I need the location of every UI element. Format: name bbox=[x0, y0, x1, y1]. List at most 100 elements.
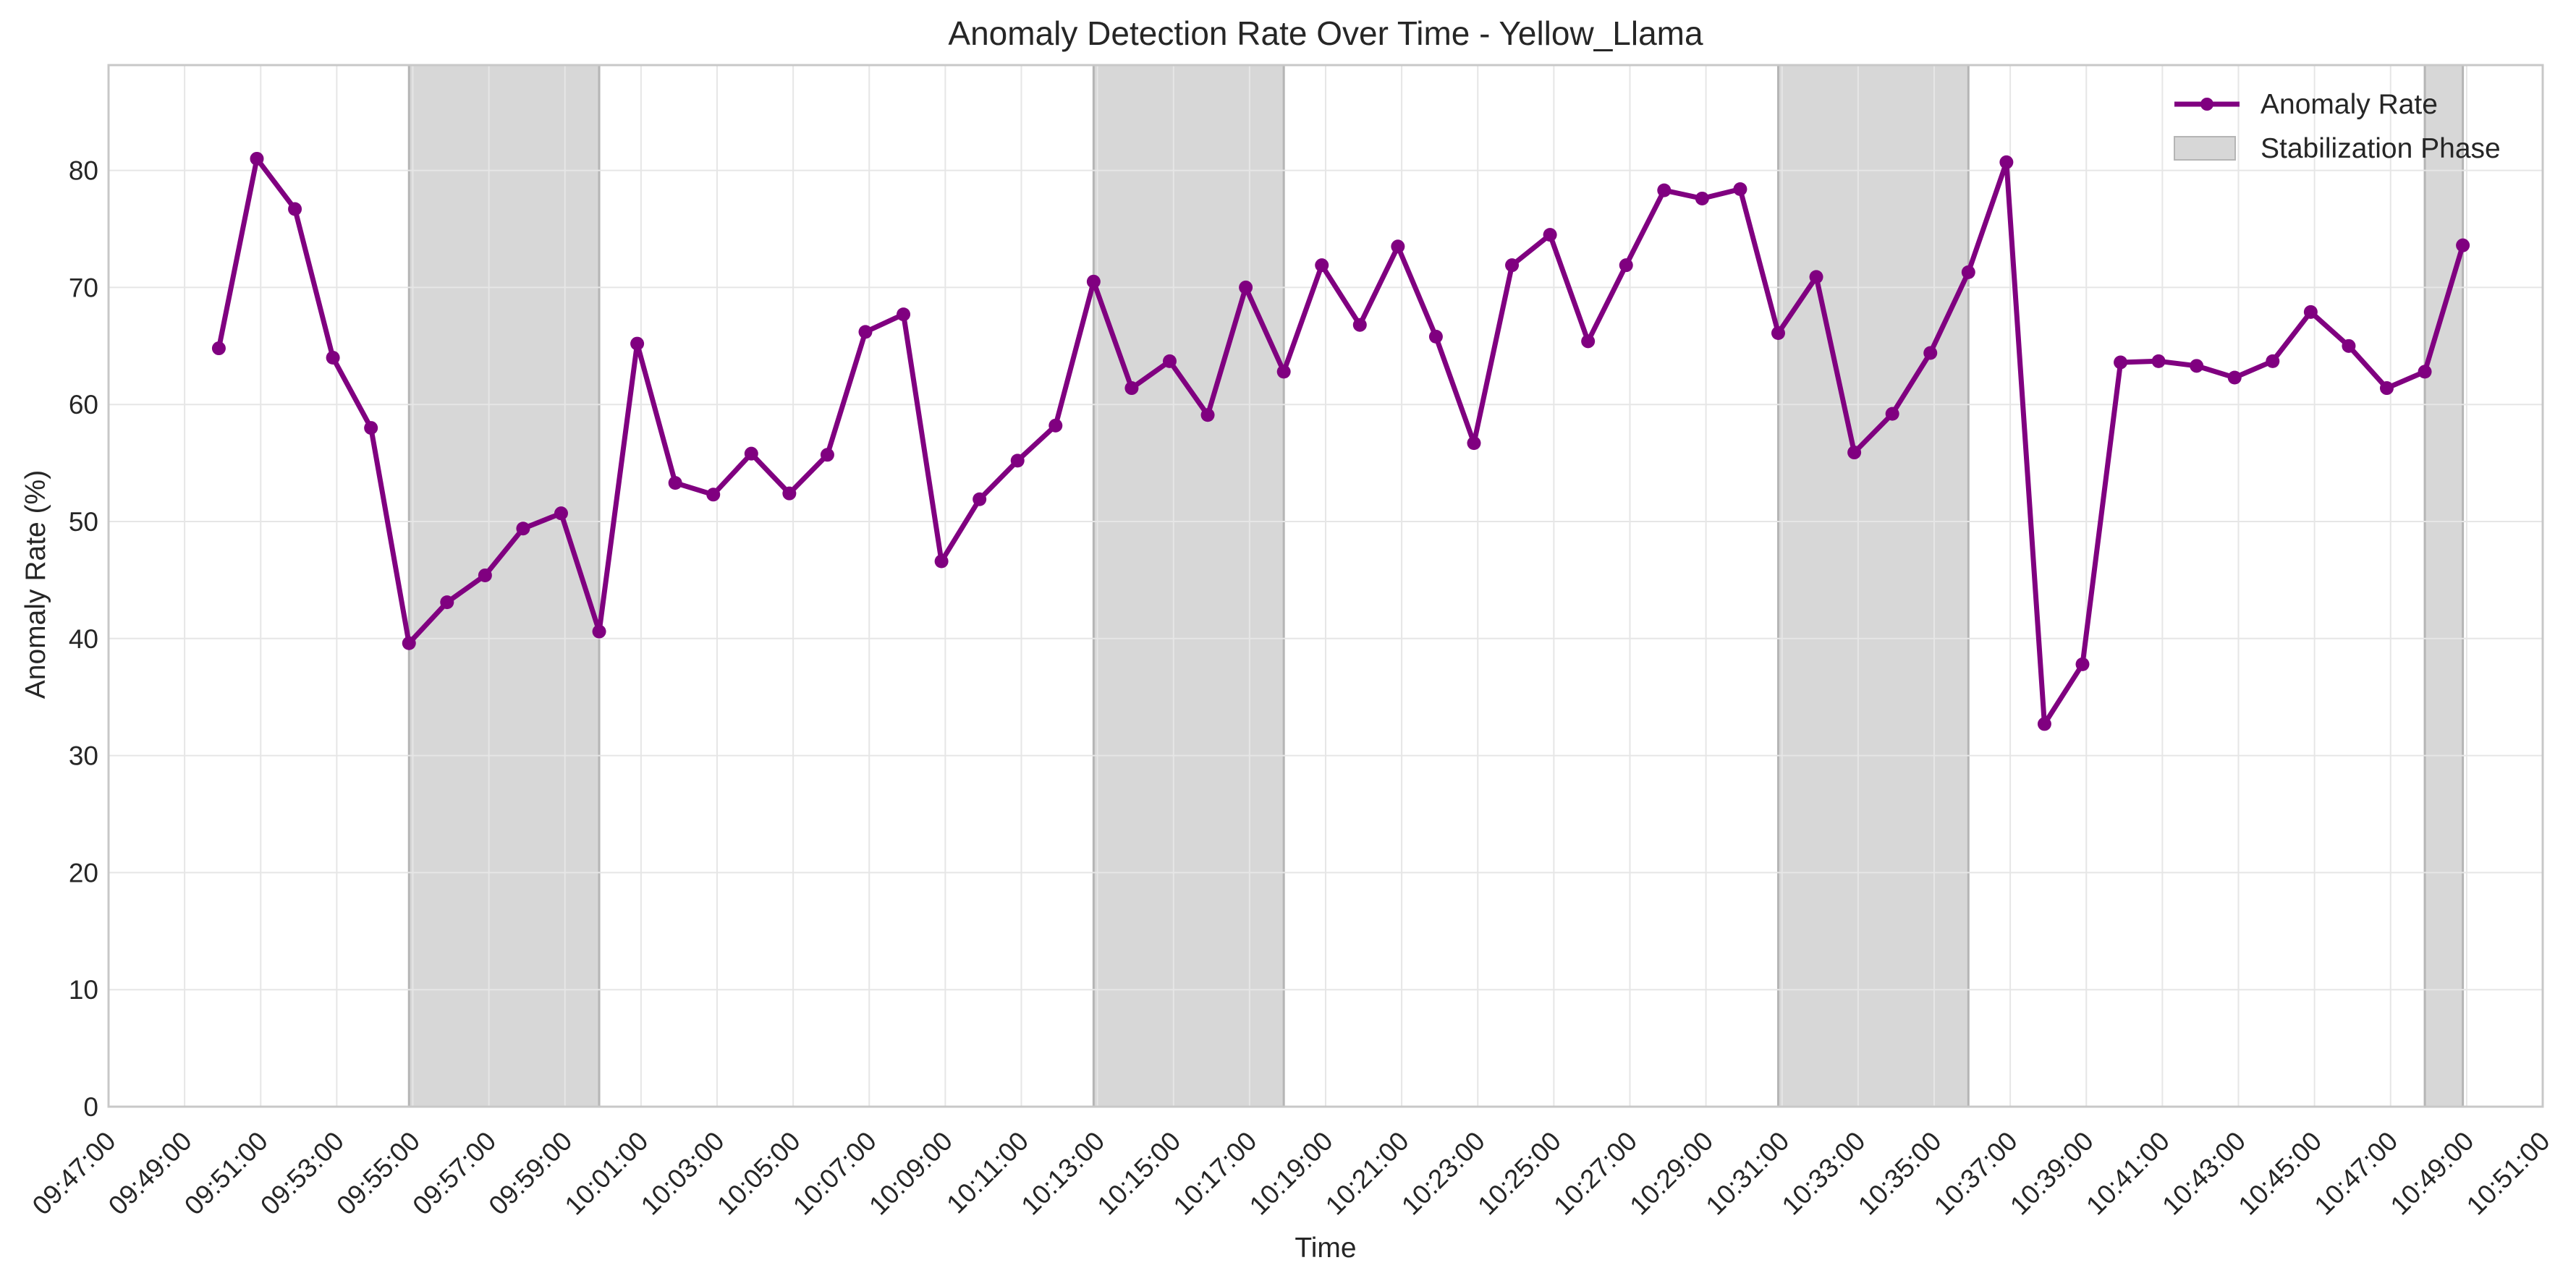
data-point-13 bbox=[668, 476, 682, 490]
data-point-46 bbox=[1923, 346, 1938, 360]
x-tick-label-09-59-00: 09:59:00 bbox=[483, 1126, 578, 1221]
data-point-41 bbox=[1733, 182, 1747, 197]
x-tick-label-09-57-00: 09:57:00 bbox=[407, 1126, 501, 1221]
x-tick-label-10-41-00: 10:41:00 bbox=[2080, 1126, 2175, 1221]
x-tick-label-10-25-00: 10:25:00 bbox=[1472, 1126, 1567, 1221]
data-point-26 bbox=[1162, 354, 1177, 368]
x-tick-label-10-51-00: 10:51:00 bbox=[2461, 1126, 2556, 1221]
x-tick-label-10-43-00: 10:43:00 bbox=[2156, 1126, 2251, 1221]
x-tick-label-09-49-00: 09:49:00 bbox=[103, 1126, 198, 1221]
x-tick-label-10-47-00: 10:47:00 bbox=[2309, 1126, 2404, 1221]
data-point-42 bbox=[1771, 326, 1785, 341]
data-point-28 bbox=[1239, 280, 1253, 294]
x-tick-label-10-45-00: 10:45:00 bbox=[2232, 1126, 2327, 1221]
data-point-39 bbox=[1657, 183, 1672, 197]
data-point-54 bbox=[2227, 370, 2242, 385]
x-tick-label-09-55-00: 09:55:00 bbox=[331, 1126, 425, 1221]
data-point-30 bbox=[1315, 258, 1329, 273]
legend-label-stabilization-phase: Stabilization Phase bbox=[2261, 133, 2501, 164]
x-tick-label-10-35-00: 10:35:00 bbox=[1852, 1126, 1947, 1221]
data-point-52 bbox=[2151, 354, 2166, 368]
x-tick-label-10-27-00: 10:27:00 bbox=[1548, 1126, 1643, 1221]
data-point-35 bbox=[1505, 258, 1520, 273]
data-point-37 bbox=[1581, 334, 1596, 349]
data-point-10 bbox=[554, 506, 568, 521]
x-tick-label-10-01-00: 10:01:00 bbox=[559, 1126, 654, 1221]
x-tick-label-10-05-00: 10:05:00 bbox=[711, 1126, 806, 1221]
legend: Anomaly Rate Stabilization Phase bbox=[2174, 89, 2501, 164]
data-point-60 bbox=[2456, 238, 2470, 252]
data-point-23 bbox=[1048, 418, 1063, 433]
data-point-11 bbox=[592, 624, 606, 639]
data-point-9 bbox=[516, 522, 530, 536]
data-point-17 bbox=[820, 448, 834, 462]
data-point-56 bbox=[2303, 305, 2318, 319]
x-tick-label-10-39-00: 10:39:00 bbox=[2004, 1126, 2099, 1221]
x-tick-label-10-19-00: 10:19:00 bbox=[1244, 1126, 1339, 1221]
x-tick-label-10-07-00: 10:07:00 bbox=[787, 1126, 882, 1221]
data-point-38 bbox=[1619, 258, 1633, 273]
series-anomaly-rate bbox=[211, 151, 2470, 731]
legend-line-marker bbox=[2200, 98, 2213, 111]
data-point-34 bbox=[1467, 436, 1481, 451]
data-point-5 bbox=[364, 421, 378, 435]
x-tick-label-10-09-00: 10:09:00 bbox=[863, 1126, 958, 1221]
data-point-45 bbox=[1885, 407, 1899, 421]
data-point-21 bbox=[973, 492, 987, 506]
data-point-50 bbox=[2075, 657, 2090, 671]
legend-label-anomaly-rate: Anomaly Rate bbox=[2261, 89, 2438, 120]
data-point-18 bbox=[858, 325, 873, 339]
y-tick-label-10: 10 bbox=[69, 975, 98, 1005]
y-tick-label-30: 30 bbox=[69, 741, 98, 771]
x-tick-label-10-33-00: 10:33:00 bbox=[1776, 1126, 1871, 1221]
data-point-16 bbox=[782, 486, 797, 501]
x-tick-label-10-21-00: 10:21:00 bbox=[1320, 1126, 1415, 1221]
data-point-1 bbox=[211, 341, 226, 356]
series-line-anomaly-rate bbox=[216, 156, 2465, 727]
x-tick-label-10-17-00: 10:17:00 bbox=[1168, 1126, 1263, 1221]
legend-phase-swatch bbox=[2174, 136, 2236, 161]
data-point-14 bbox=[706, 488, 721, 502]
y-axis-label: Anomaly Rate (%) bbox=[20, 470, 51, 699]
data-point-7 bbox=[440, 595, 454, 610]
data-point-4 bbox=[326, 350, 340, 365]
data-point-12 bbox=[630, 336, 645, 351]
data-point-48 bbox=[1999, 155, 2014, 169]
data-point-24 bbox=[1086, 274, 1101, 289]
x-tick-label-10-29-00: 10:29:00 bbox=[1624, 1126, 1719, 1221]
data-point-8 bbox=[478, 568, 492, 582]
x-tick-label-10-15-00: 10:15:00 bbox=[1092, 1126, 1187, 1221]
data-point-32 bbox=[1391, 239, 1405, 254]
y-tick-label-70: 70 bbox=[69, 273, 98, 302]
data-point-58 bbox=[2379, 381, 2394, 396]
plot-frame bbox=[107, 64, 2544, 1108]
x-tick-label-10-49-00: 10:49:00 bbox=[2385, 1126, 2480, 1221]
y-tick-label-50: 50 bbox=[69, 507, 98, 537]
data-point-49 bbox=[2037, 717, 2051, 731]
x-axis-label: Time bbox=[1295, 1233, 1356, 1264]
x-tick-label-09-53-00: 09:53:00 bbox=[255, 1126, 349, 1221]
x-tick-label-09-47-00: 09:47:00 bbox=[27, 1126, 122, 1221]
data-point-44 bbox=[1847, 446, 1862, 460]
data-point-6 bbox=[402, 636, 416, 650]
data-point-15 bbox=[744, 446, 758, 461]
data-point-59 bbox=[2418, 365, 2432, 379]
stabilization-phase-1 bbox=[407, 64, 601, 1108]
data-point-51 bbox=[2114, 355, 2128, 370]
data-point-2 bbox=[250, 151, 264, 166]
x-tick-label-10-03-00: 10:03:00 bbox=[635, 1126, 730, 1221]
data-point-47 bbox=[1961, 265, 1975, 279]
data-point-29 bbox=[1276, 365, 1291, 379]
data-point-3 bbox=[288, 202, 302, 216]
chart-title: Anomaly Detection Rate Over Time - Yello… bbox=[948, 14, 1703, 52]
stabilization-phase-4 bbox=[2423, 64, 2465, 1108]
stabilization-phase-2 bbox=[1092, 64, 1285, 1108]
data-point-22 bbox=[1010, 454, 1025, 468]
x-axis-ticks: 09:47:0009:49:0009:51:0009:53:0009:55:00… bbox=[27, 1126, 2556, 1221]
x-tick-label-10-13-00: 10:13:00 bbox=[1015, 1126, 1110, 1221]
y-tick-label-60: 60 bbox=[69, 390, 98, 420]
data-point-36 bbox=[1543, 228, 1557, 242]
y-axis-ticks: 0 10 20 30 40 50 60 70 80 bbox=[69, 156, 98, 1122]
